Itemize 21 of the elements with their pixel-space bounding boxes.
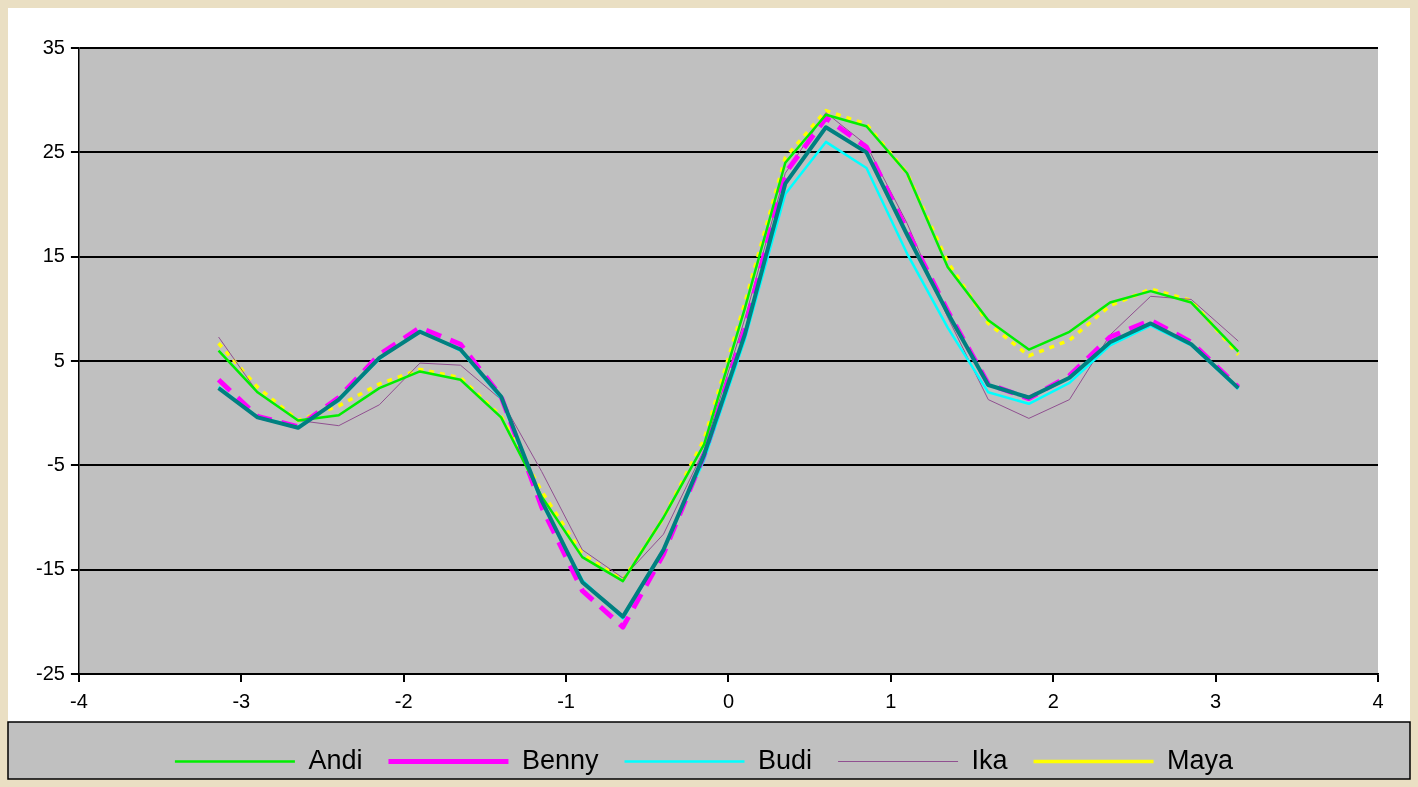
legend-label: Benny [521, 744, 600, 775]
x-tick-label: -3 [232, 689, 251, 712]
x-tick-label: 2 [1047, 689, 1059, 712]
legend-label: Andi [308, 744, 363, 775]
legend-label: Maya [1167, 744, 1235, 775]
y-tick-label: -15 [36, 557, 65, 580]
x-tick-label: 1 [885, 689, 897, 712]
x-tick-label: 0 [722, 689, 735, 712]
y-tick-label: -25 [36, 661, 65, 684]
x-tick-label: -2 [394, 689, 413, 712]
x-tick-label: -1 [557, 689, 575, 712]
y-tick-label: 35 [42, 35, 65, 58]
y-tick-label: 15 [42, 244, 65, 267]
y-tick-label: 5 [53, 348, 65, 371]
x-tick-label: 4 [1372, 689, 1384, 712]
x-tick-label: -4 [70, 689, 88, 712]
y-tick-label: -5 [47, 452, 65, 475]
legend-label: Budi [758, 744, 813, 775]
y-tick-label: 25 [42, 139, 65, 162]
x-tick-label: 3 [1210, 689, 1222, 712]
legend-label: Ika [971, 744, 1009, 775]
